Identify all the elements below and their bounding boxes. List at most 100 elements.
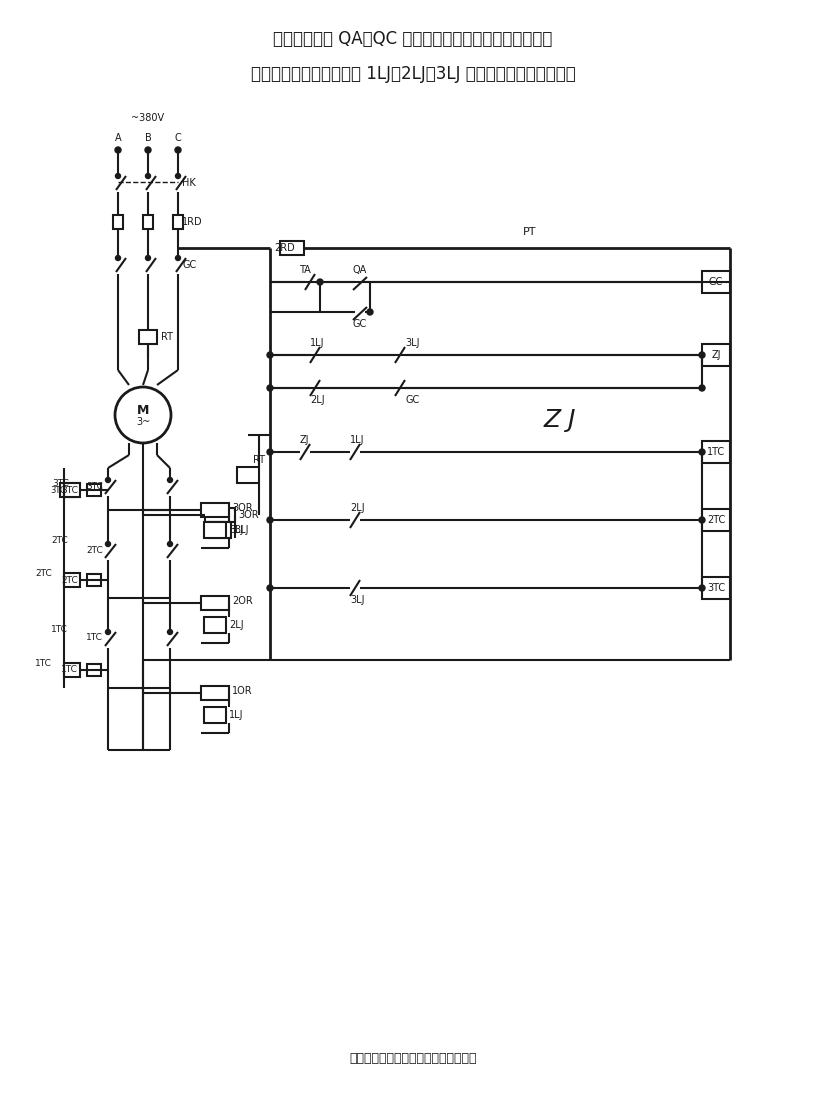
Text: TA: TA xyxy=(299,265,311,275)
Text: 1TC: 1TC xyxy=(86,634,103,643)
Circle shape xyxy=(145,174,150,178)
Circle shape xyxy=(116,256,121,260)
Circle shape xyxy=(168,541,173,546)
Circle shape xyxy=(145,146,151,153)
Circle shape xyxy=(115,387,171,443)
Circle shape xyxy=(106,630,111,635)
Bar xyxy=(702,577,730,599)
Text: 2OR: 2OR xyxy=(232,596,253,606)
Text: 1TC: 1TC xyxy=(61,666,78,674)
Circle shape xyxy=(106,478,111,482)
Bar xyxy=(201,686,229,700)
Text: 2TC: 2TC xyxy=(707,515,725,525)
Text: 1LJ: 1LJ xyxy=(310,338,325,348)
Circle shape xyxy=(116,174,121,178)
Text: QA: QA xyxy=(353,265,367,275)
Text: 3LJ: 3LJ xyxy=(350,595,364,606)
Bar xyxy=(87,574,101,586)
Text: GC: GC xyxy=(353,319,367,329)
Text: PT: PT xyxy=(523,227,537,237)
Text: 2LJ: 2LJ xyxy=(350,503,364,513)
Text: 2TC: 2TC xyxy=(86,545,102,554)
Text: ~380V: ~380V xyxy=(131,113,164,124)
Text: 2TC: 2TC xyxy=(61,576,78,585)
Circle shape xyxy=(175,256,181,260)
Text: 3TC: 3TC xyxy=(61,485,78,494)
Bar xyxy=(204,522,226,538)
Text: B: B xyxy=(145,133,151,143)
Bar xyxy=(280,240,304,255)
Bar xyxy=(702,509,730,531)
Text: 串入三级电阻起动。这时 1LJ、2LJ、3LJ 吸合，其常闭触点断开。: 串入三级电阻起动。这时 1LJ、2LJ、3LJ 吸合，其常闭触点断开。 xyxy=(250,64,576,83)
Text: 按下起动按钮 QA，QC 获电动作并自锁，电动机转子电路: 按下起动按钮 QA，QC 获电动作并自锁，电动机转子电路 xyxy=(273,30,553,48)
Text: 2LJ: 2LJ xyxy=(310,395,325,406)
Bar xyxy=(204,707,226,722)
Circle shape xyxy=(317,279,323,285)
Text: 3TC: 3TC xyxy=(86,482,103,491)
Bar xyxy=(139,330,157,344)
Text: HK: HK xyxy=(182,178,196,188)
Text: 3OR: 3OR xyxy=(232,503,253,513)
Bar xyxy=(702,440,730,463)
Text: 1TC: 1TC xyxy=(51,625,68,635)
Bar xyxy=(113,215,123,230)
Text: 绕线式异步电动机转子串电阻起动控制: 绕线式异步电动机转子串电阻起动控制 xyxy=(349,1051,477,1065)
Text: 1LJ: 1LJ xyxy=(350,435,364,445)
Circle shape xyxy=(699,517,705,522)
Bar xyxy=(201,596,229,610)
Text: 3LJ: 3LJ xyxy=(229,525,244,534)
Circle shape xyxy=(106,541,111,546)
Bar xyxy=(64,663,80,677)
Text: 3~: 3~ xyxy=(135,418,150,427)
Text: 1TC: 1TC xyxy=(707,447,725,457)
Circle shape xyxy=(699,585,705,591)
Bar xyxy=(87,484,101,496)
Circle shape xyxy=(145,256,150,260)
Circle shape xyxy=(115,146,121,153)
Bar xyxy=(702,271,730,293)
Text: 3OR: 3OR xyxy=(238,510,259,520)
Circle shape xyxy=(175,174,181,178)
Bar xyxy=(702,344,730,366)
Circle shape xyxy=(699,449,705,455)
Text: 1LJ: 1LJ xyxy=(229,710,244,720)
Bar xyxy=(64,573,80,587)
Text: 2TC: 2TC xyxy=(36,568,52,577)
Text: 2RD: 2RD xyxy=(274,243,295,252)
Circle shape xyxy=(267,352,273,359)
Text: 3TC: 3TC xyxy=(52,479,69,487)
Circle shape xyxy=(699,385,705,391)
Text: 2LJ: 2LJ xyxy=(229,620,244,630)
Text: A: A xyxy=(115,133,121,143)
Circle shape xyxy=(168,478,173,482)
Text: ZJ: ZJ xyxy=(711,350,721,360)
Text: 1OR: 1OR xyxy=(232,686,253,696)
Text: ZJ: ZJ xyxy=(300,435,310,445)
Bar xyxy=(205,508,235,522)
Text: C: C xyxy=(174,133,182,143)
Bar xyxy=(201,503,229,517)
Text: 1TC: 1TC xyxy=(36,658,52,668)
Circle shape xyxy=(699,352,705,359)
Text: GC: GC xyxy=(405,395,420,406)
Circle shape xyxy=(267,585,273,591)
Bar xyxy=(87,665,101,675)
Circle shape xyxy=(367,309,373,315)
Circle shape xyxy=(168,630,173,635)
Circle shape xyxy=(267,449,273,455)
Bar xyxy=(173,215,183,230)
Bar xyxy=(60,483,76,497)
Text: 3LJ: 3LJ xyxy=(234,525,249,534)
Text: RT: RT xyxy=(161,332,173,342)
Text: M: M xyxy=(137,403,150,416)
Bar xyxy=(237,467,259,483)
Text: GC: GC xyxy=(709,277,723,287)
Text: 2TC: 2TC xyxy=(51,536,68,544)
Bar xyxy=(143,215,153,230)
Text: 3TC: 3TC xyxy=(50,485,66,494)
Text: 3TC: 3TC xyxy=(707,583,725,593)
Circle shape xyxy=(267,385,273,391)
Bar xyxy=(64,483,80,497)
Text: RT: RT xyxy=(253,455,265,465)
Circle shape xyxy=(175,146,181,153)
